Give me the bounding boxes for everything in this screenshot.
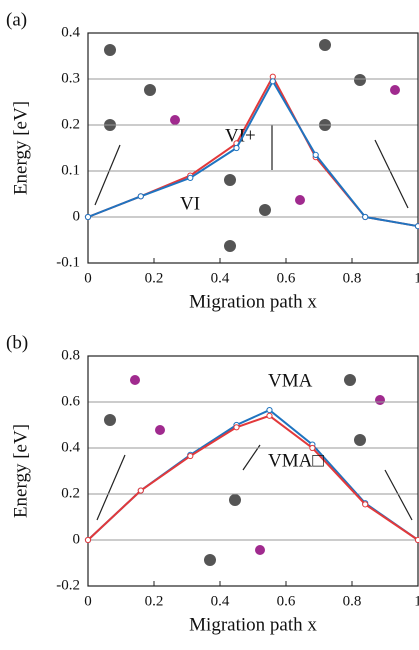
legend-label: VMA: [268, 370, 313, 391]
series-line: [88, 81, 418, 226]
y-tick-label: -0.1: [56, 254, 80, 270]
x-axis-label: Migration path x: [189, 614, 317, 635]
y-tick-label: 0.2: [61, 116, 80, 132]
point-marker: [85, 214, 90, 219]
x-tick-label: 0.8: [343, 593, 362, 609]
y-tick-label: 0.3: [61, 70, 80, 86]
y-tick-label: 0.8: [61, 347, 80, 363]
x-tick-label: 0.6: [277, 593, 296, 609]
point-marker: [188, 453, 193, 458]
y-axis-label: Energy [eV]: [10, 424, 31, 518]
y-tick-label: 0.2: [61, 485, 80, 501]
series-line: [88, 416, 418, 540]
series-line: [88, 410, 418, 540]
x-tick-label: 0.4: [211, 270, 230, 286]
x-tick-label: 0.2: [145, 270, 164, 286]
plot-frame: [88, 356, 418, 586]
panel-label: (a): [6, 9, 27, 30]
legend-label: VMA□: [268, 450, 324, 471]
point-marker: [415, 224, 419, 229]
y-tick-label: 0.6: [61, 393, 80, 409]
legend-label: VI: [180, 193, 200, 214]
point-marker: [313, 152, 318, 157]
figure: -0.100.10.20.30.400.20.40.60.81Migration…: [0, 0, 419, 645]
point-marker: [85, 537, 90, 542]
point-marker: [138, 194, 143, 199]
y-tick-label: 0.4: [61, 439, 80, 455]
x-tick-label: 1: [414, 270, 419, 286]
y-tick-label: 0.1: [61, 162, 80, 178]
point-marker: [415, 537, 419, 542]
series-line: [88, 77, 418, 227]
legend-label: VI+: [225, 125, 256, 146]
point-marker: [267, 407, 272, 412]
y-tick-label: 0: [73, 208, 81, 224]
x-tick-label: 0.8: [343, 270, 362, 286]
x-tick-label: 0: [84, 593, 92, 609]
point-marker: [188, 175, 193, 180]
point-marker: [363, 502, 368, 507]
panel-label: (b): [6, 332, 28, 353]
leader-lines: [95, 125, 412, 520]
point-marker: [267, 413, 272, 418]
y-axis-label: Energy [eV]: [10, 101, 31, 195]
x-tick-label: 0.4: [211, 593, 230, 609]
x-tick-label: 0.2: [145, 593, 164, 609]
y-tick-label: 0: [73, 531, 81, 547]
x-tick-label: 0: [84, 270, 92, 286]
point-marker: [234, 145, 239, 150]
y-tick-label: 0.4: [61, 24, 80, 40]
point-marker: [234, 425, 239, 430]
x-tick-label: 1: [414, 593, 419, 609]
x-axis-label: Migration path x: [189, 291, 317, 312]
point-marker: [270, 79, 275, 84]
plot-frame: [88, 33, 418, 263]
y-tick-label: -0.2: [56, 577, 80, 593]
point-marker: [138, 488, 143, 493]
point-marker: [363, 214, 368, 219]
x-tick-label: 0.6: [277, 270, 296, 286]
